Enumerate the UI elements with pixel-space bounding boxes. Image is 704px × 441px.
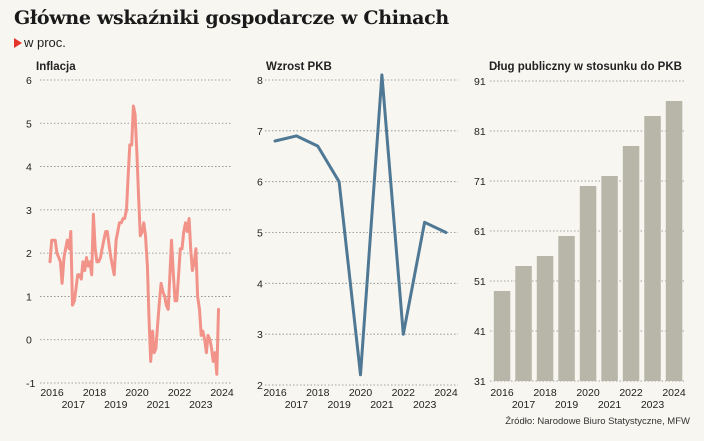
gdp-x-tick-label: 2018 — [306, 387, 330, 399]
debt-bar-2024 — [665, 101, 683, 381]
debt-x-tick-label: 2022 — [619, 387, 643, 399]
debt-x-tick-label: 2016 — [490, 387, 514, 399]
debt-bar-2021 — [601, 176, 618, 381]
gdp-x-tick-label: 2019 — [327, 399, 351, 411]
inflation-series-line — [48, 104, 220, 376]
debt-y-tick-label: 91 — [474, 76, 486, 88]
debt-x-tick-label: 2017 — [512, 399, 536, 411]
gdp-x-tick-label: 2023 — [413, 399, 437, 411]
triangle-marker-icon — [14, 38, 22, 48]
inflation-y-tick-label: -1 — [26, 378, 35, 390]
gdp-x-tick-label: 2016 — [263, 387, 287, 399]
debt-y-tick-label: 41 — [474, 326, 486, 338]
debt-x-tick-label: 2019 — [555, 399, 579, 411]
gdp-y-tick-label: 3 — [257, 329, 263, 341]
debt-bar-2016 — [493, 291, 511, 381]
gdp-x-tick-label: 2017 — [285, 399, 309, 411]
gdp-x-tick-label: 2020 — [349, 387, 373, 399]
inflation-x-tick-label: 2023 — [189, 399, 213, 411]
inflation-x-tick-label: 2016 — [40, 387, 64, 399]
source-note: Źródło: Narodowe Biuro Statystyczne, MFW — [505, 416, 690, 427]
inflation-y-tick-label: 1 — [26, 291, 32, 303]
gdp-x-tick-label: 2022 — [392, 387, 416, 399]
inflation-x-tick-label: 2024 — [210, 387, 234, 399]
inflation-x-tick-label: 2021 — [147, 399, 171, 411]
debt-x-tick-label: 2018 — [533, 387, 557, 399]
debt-x-tick-label: 2023 — [641, 399, 665, 411]
inflation-x-tick-label: 2019 — [104, 399, 128, 411]
gdp-y-tick-label: 8 — [257, 75, 263, 87]
debt-bar-2023 — [644, 116, 661, 381]
inflation-x-tick-label: 2022 — [168, 387, 192, 399]
gdp-panel-title: Wzrost PKB — [266, 61, 332, 73]
gdp-x-tick-label: 2021 — [370, 399, 394, 411]
debt-bar-2020 — [579, 186, 597, 381]
debt-y-tick-label: 81 — [474, 126, 486, 138]
inflation-y-tick-label: 4 — [26, 162, 32, 174]
gdp-y-tick-label: 4 — [257, 278, 263, 290]
gdp-x-tick-label: 2024 — [434, 387, 458, 399]
debt-y-tick-label: 71 — [474, 176, 486, 188]
gdp-y-tick-label: 2 — [257, 380, 263, 392]
gdp-y-tick-label: 7 — [257, 126, 263, 138]
gdp-y-tick-label: 6 — [257, 177, 263, 189]
inflation-panel-title: Inflacja — [36, 61, 76, 73]
debt-y-tick-label: 31 — [474, 376, 486, 388]
figure-subtitle: w proc. — [14, 35, 66, 50]
inflation-y-tick-label: 2 — [26, 248, 32, 260]
debt-x-tick-label: 2024 — [662, 387, 686, 399]
inflation-y-tick-label: 3 — [26, 205, 32, 217]
inflation-x-tick-label: 2018 — [83, 387, 107, 399]
debt-bar-2019 — [558, 236, 575, 381]
inflation-y-tick-label: 6 — [26, 75, 32, 87]
debt-panel-title: Dług publiczny w stosunku do PKB — [489, 61, 682, 73]
debt-y-tick-label: 61 — [474, 226, 486, 238]
subtitle-text: w proc. — [24, 35, 66, 50]
gdp-y-tick-label: 5 — [257, 228, 263, 240]
debt-x-tick-label: 2020 — [576, 387, 600, 399]
gdp-series-line — [273, 73, 448, 377]
debt-x-tick-label: 2021 — [598, 399, 622, 411]
inflation-y-tick-label: 0 — [26, 335, 32, 347]
debt-y-tick-label: 51 — [474, 276, 486, 288]
debt-bar-2017 — [515, 266, 532, 381]
inflation-x-tick-label: 2017 — [62, 399, 86, 411]
debt-bar-2018 — [536, 256, 554, 381]
inflation-x-tick-label: 2020 — [125, 387, 149, 399]
debt-bar-2022 — [622, 146, 640, 381]
figure-title: Główne wskaźniki gospodarcze w Chinach — [14, 7, 449, 29]
inflation-y-tick-label: 5 — [26, 118, 32, 130]
